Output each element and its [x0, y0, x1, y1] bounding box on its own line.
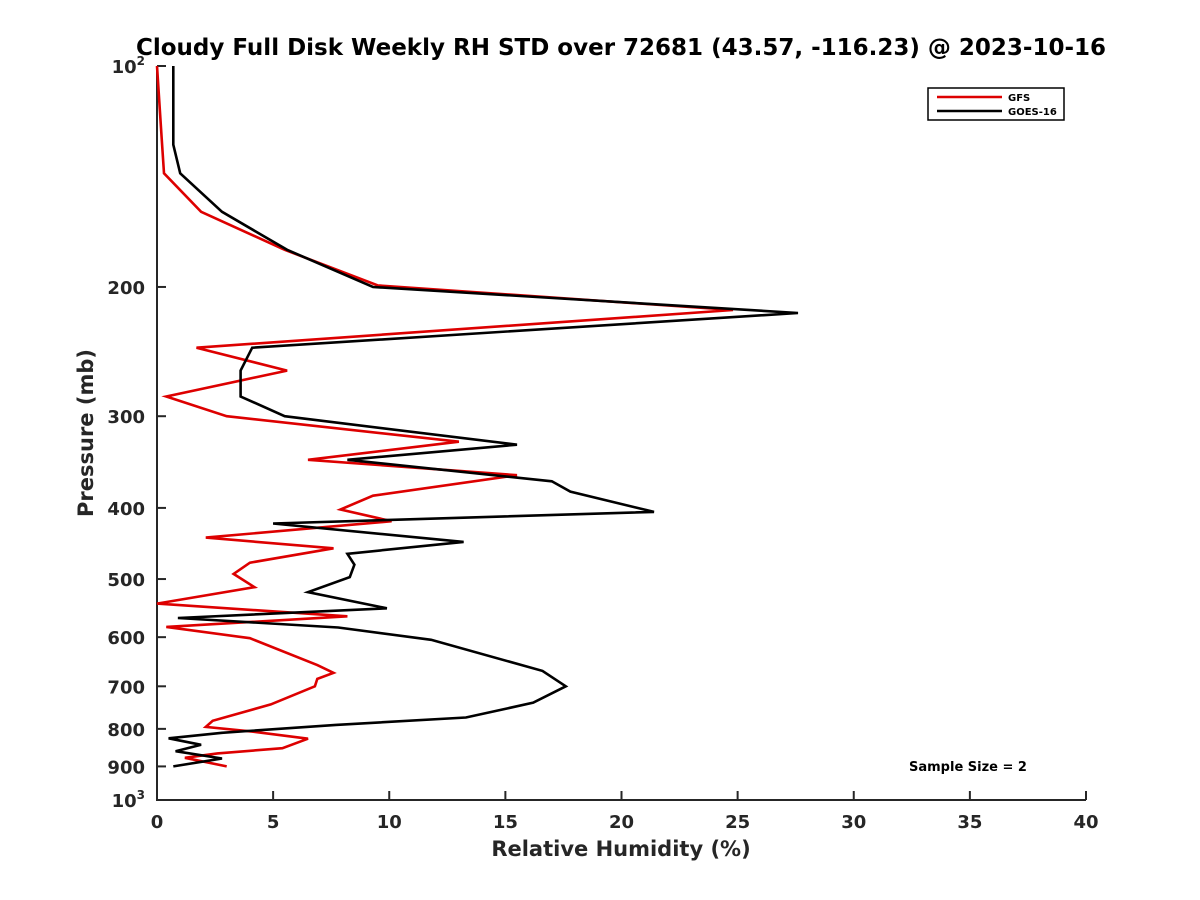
sample-size-annotation: Sample Size = 2	[909, 760, 1027, 775]
plot-area: 0 5 10 15 20 25 30 35 40 102 200 300 400 500 600 700 80…	[107, 54, 1098, 833]
x-tick-label: 0	[151, 812, 164, 833]
series-line-goes-16	[168, 66, 799, 768]
legend: GFS GOES-16	[927, 87, 1065, 121]
y-tick-label: 103	[112, 788, 145, 812]
chart-title: Cloudy Full Disk Weekly RH STD over 7268…	[136, 35, 1106, 61]
y-tick-label: 600	[107, 628, 145, 649]
x-axis-label: Relative Humidity (%)	[491, 837, 750, 861]
y-tick-label: 500	[107, 570, 145, 591]
y-axis: 102 200 300 400 500 600 700 800 900 103	[107, 54, 166, 812]
x-axis: 0 5 10 15 20 25 30 35 40	[151, 791, 1099, 833]
y-tick-label: 102	[112, 54, 145, 78]
x-tick-label: 40	[1073, 812, 1098, 833]
x-tick-label: 5	[267, 812, 280, 833]
y-tick-label: 300	[107, 407, 145, 428]
y-axis-label: Pressure (mb)	[74, 349, 98, 517]
legend-label: GOES-16	[1008, 107, 1057, 118]
y-tick-label: 700	[107, 677, 145, 698]
y-tick-label: 200	[107, 278, 145, 299]
legend-label: GFS	[1008, 93, 1030, 104]
x-tick-label: 25	[725, 812, 750, 833]
x-tick-label: 10	[377, 812, 402, 833]
x-tick-label: 35	[957, 812, 982, 833]
series-line-gfs	[155, 65, 734, 768]
legend-box	[927, 87, 1065, 121]
x-tick-label: 20	[609, 812, 634, 833]
y-tick-label: 900	[107, 757, 145, 778]
x-tick-label: 30	[841, 812, 866, 833]
y-tick-label: 400	[107, 499, 145, 520]
x-tick-label: 15	[493, 812, 518, 833]
y-tick-label: 800	[107, 720, 145, 741]
series-lines	[155, 65, 799, 768]
